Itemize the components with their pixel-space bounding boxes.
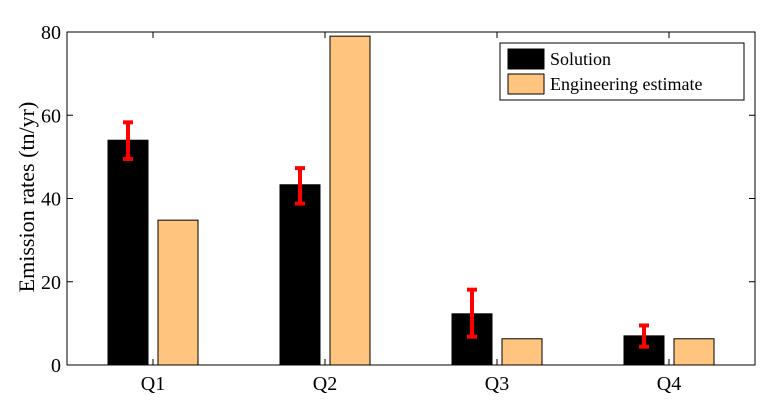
legend-label: Solution xyxy=(550,49,611,69)
y-tick-label: 80 xyxy=(41,22,61,44)
legend-swatch-solution xyxy=(507,48,545,70)
legend-swatch-engineering-estimate xyxy=(507,73,545,95)
plot-area xyxy=(107,35,715,366)
y-axis-label: Emission rates (tn/yr) xyxy=(14,102,39,293)
y-tick-label: 60 xyxy=(41,105,61,127)
x-tick-label: Q2 xyxy=(313,373,337,395)
bar-engineering-estimate-q1 xyxy=(157,219,199,366)
bar-engineering-estimate-q4 xyxy=(673,338,715,366)
legend-label: Engineering estimate xyxy=(550,74,702,94)
y-tick-label: 40 xyxy=(41,189,61,211)
bar-solution-q2 xyxy=(279,184,321,366)
bar-engineering-estimate-q2 xyxy=(329,35,371,366)
legend: Solution Engineering estimate xyxy=(499,42,745,101)
x-tick-label: Q3 xyxy=(485,373,509,395)
y-tick-label: 20 xyxy=(41,272,61,294)
bar-engineering-estimate-q3 xyxy=(501,338,543,366)
x-tick-label: Q4 xyxy=(657,373,681,395)
bar-solution-q1 xyxy=(107,139,149,366)
axes: 0 20 40 60 80 Q1 Q2 Q3 Q4 xyxy=(41,22,756,395)
y-tick-label: 0 xyxy=(51,355,61,377)
x-tick-label: Q1 xyxy=(141,373,165,395)
